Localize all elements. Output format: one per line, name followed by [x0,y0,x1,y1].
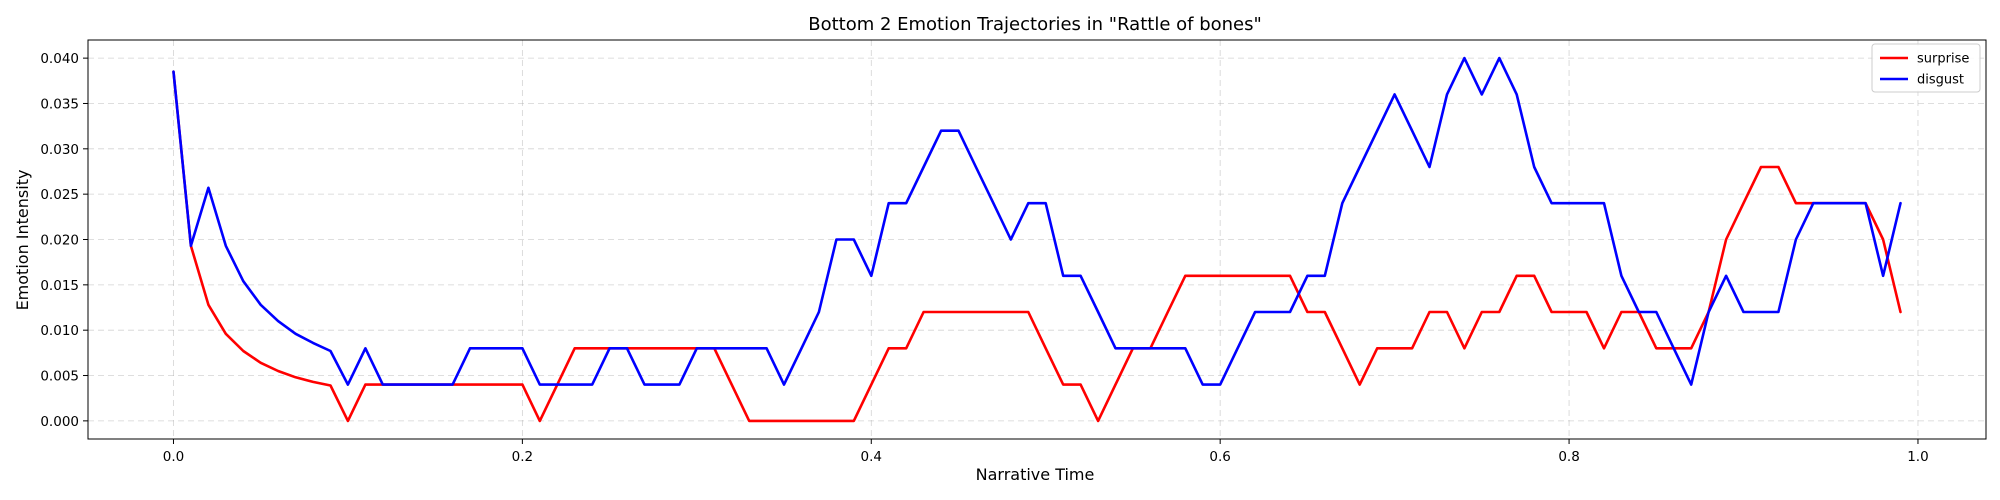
y-tick-label: 0.015 [40,278,79,294]
y-tick-label: 0.010 [40,323,79,339]
legend-label-surprise: surprise [1917,52,1969,67]
x-tick-label: 0.4 [861,449,882,465]
x-tick-label: 0.8 [1558,449,1579,465]
series-layer [172,56,1902,423]
y-tick-label: 0.000 [40,414,79,430]
x-tick-label: 0.0 [163,449,184,465]
y-axis-label: Emotion Intensity [13,170,32,311]
y-axis-ticks: 0.000 0.005 0.010 0.015 0.020 0.025 0.030 0.035… [40,51,88,430]
x-axis-ticks: 0.0 0.2 0.4 0.6 0.8 1.0 [163,439,1929,465]
x-axis-label: Narrative Time [976,465,1095,484]
series-line-disgust [172,56,1902,386]
legend-label-disgust: disgust [1917,73,1964,88]
y-tick-label: 0.030 [40,142,79,158]
y-tick-label: 0.020 [40,233,79,249]
chart-title: Bottom 2 Emotion Trajectories in "Rattle… [808,14,1262,35]
x-tick-label: 0.2 [512,449,533,465]
grid-layer [88,40,1986,439]
series-line-surprise [172,70,1902,423]
y-tick-label: 0.005 [40,369,79,385]
y-tick-label: 0.025 [40,187,79,203]
legend: surprise disgust [1871,43,1981,93]
x-tick-label: 0.6 [1209,449,1230,465]
x-tick-label: 1.0 [1907,449,1928,465]
y-tick-label: 0.040 [40,51,79,67]
y-tick-label: 0.035 [40,96,79,112]
